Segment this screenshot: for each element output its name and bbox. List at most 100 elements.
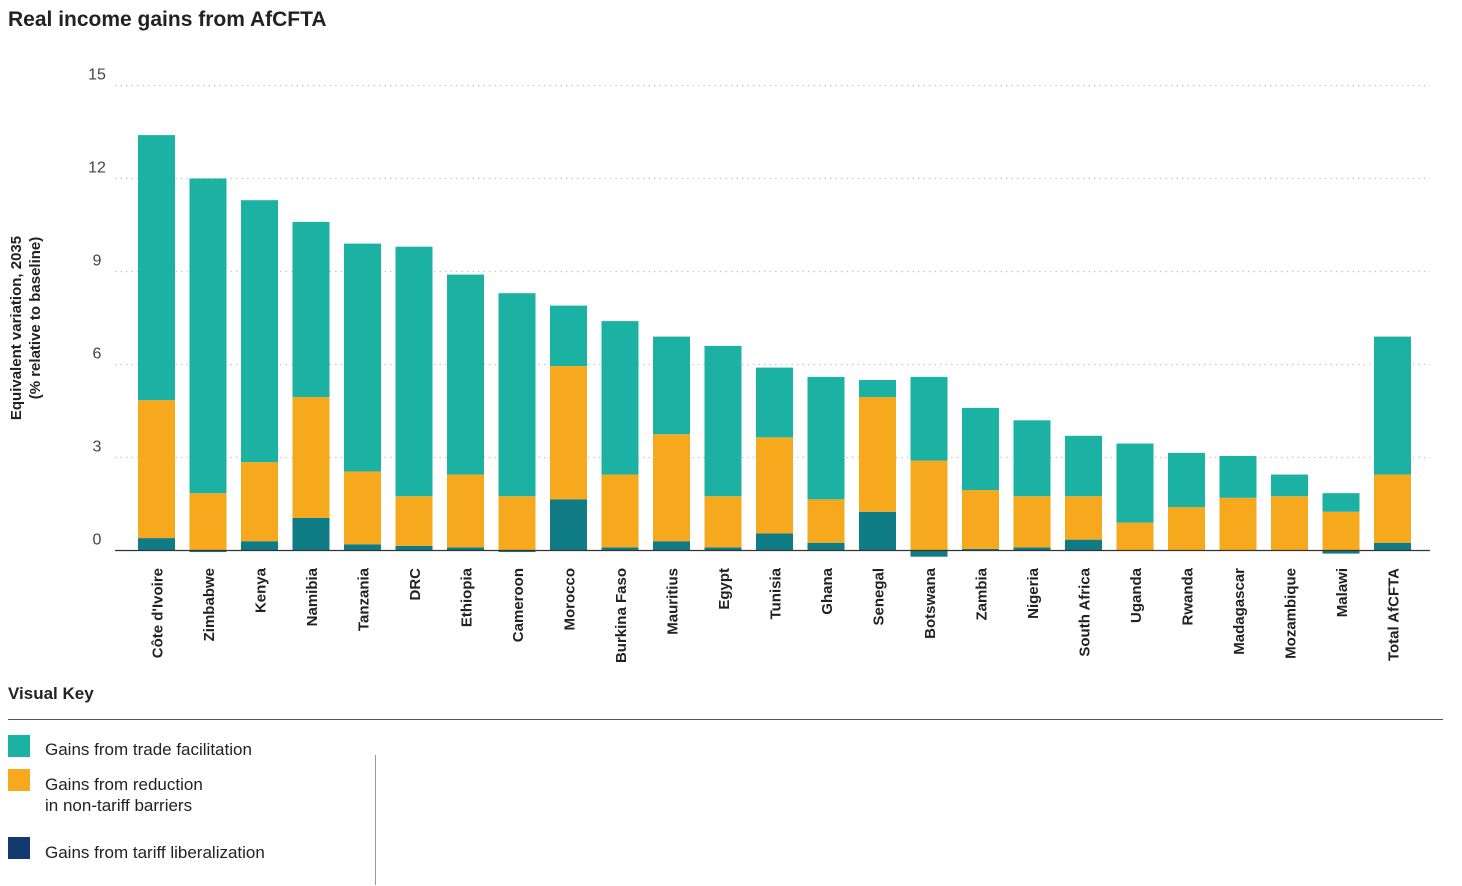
bar-segment [962,407,999,491]
bar-segment [601,321,639,475]
y-tick-label: 9 [93,253,102,270]
x-tick-label: Côte d'Ivoire [150,568,167,658]
x-tick-label: Zimbabwe [201,568,218,641]
bar-segment [189,493,227,551]
bar-segment [1374,336,1411,475]
y-tick-label: 3 [93,439,102,456]
x-tick-label: Botswana [922,567,939,639]
bar-segment [704,547,742,551]
x-tick-label: Nigeria [1025,567,1042,619]
bar-segment [550,305,587,367]
bar-segment [1013,496,1051,548]
bar-segment [1013,547,1051,551]
legend-divider-rule [8,719,1443,720]
x-tick-label: Kenya [253,567,270,613]
bar-segment [807,376,845,500]
bar-segment [138,538,175,551]
x-tick-label: Mozambique [1283,568,1300,659]
x-tick-label: Senegal [871,568,888,626]
bar-segment [1065,496,1102,540]
chart-area: 0 3 6 9 12 15 Côte d'Ivoire Zimbabwe Kenya Namib… [8,67,1430,663]
x-tick-label: Mauritius [665,568,682,635]
bar-segment [1374,474,1411,543]
bar-segment [1065,539,1102,551]
legend-swatch [8,769,30,791]
bar-segment [653,336,690,435]
x-tick-label: Tunisia [768,567,785,619]
bar-segment [910,550,948,557]
bar-segment [1322,493,1360,512]
bar-segment [447,474,484,548]
y-tick-label: 12 [88,160,106,177]
bar-segment [1271,474,1308,497]
x-tick-label: Uganda [1128,567,1145,623]
bar-segment [653,434,690,542]
x-tick-label: Cameroon [510,568,527,642]
y-tick-label: 0 [93,532,102,549]
x-tick-label: Madagascar [1231,568,1248,655]
bar-segment [1219,497,1257,551]
bar-segment [447,274,484,475]
bar-segment [292,397,330,518]
x-tick-label: Malawi [1334,568,1351,617]
bar-segment [1065,435,1102,497]
bar-segment [447,547,484,551]
bar-segment [910,460,948,551]
x-tick-label: Egypt [716,568,733,610]
bar-segment [498,293,536,497]
x-tick-label: Rwanda [1180,567,1197,625]
x-tick-label: Burkina Faso [613,568,630,663]
y-tick-label: 6 [93,346,102,363]
bar-segment [1168,507,1205,551]
bar-segment [189,550,227,553]
bar-segment [292,221,330,398]
gridlines [115,84,1430,459]
bar-segment [962,548,999,551]
bar-segment [910,376,948,461]
legend-swatch [8,837,30,859]
bar-segment [395,545,433,551]
legend-swatch [8,735,30,757]
y-tick-labels: 0 3 6 9 12 15 [88,67,106,549]
bar-segment [859,511,896,551]
x-tick-label: Ghana [819,567,836,614]
legend-label: Gains from reduction in non-tariff barri… [45,775,203,815]
bar-segment [704,345,742,497]
bar-segment [1116,443,1154,523]
x-tick-label: Total AfCFTA [1386,568,1403,661]
bar-segment [807,542,845,551]
bar-segment [1116,522,1154,551]
bar-segment [601,474,639,548]
bar-segment [1271,496,1308,551]
x-tick-label: Tanzania [356,567,373,631]
bar-segment [292,517,330,551]
y-axis-label: Equivalent variation, 2035 [8,236,25,420]
bar-segment [498,496,536,551]
bar-segment [704,496,742,548]
legend-vertical-divider [375,755,376,885]
bar-segment [859,380,896,398]
x-tick-label: Namibia [304,567,321,626]
bar-segment [1013,420,1051,497]
chart-title: Real income gains from AfCFTA [8,8,327,31]
x-tick-label: DRC [407,568,424,601]
bar-segment [344,544,381,551]
x-tick-label: Morocco [562,568,579,631]
bar-segment [756,533,793,551]
bar-segment [241,200,278,463]
bar-segment [138,400,175,539]
bar-segment [653,541,690,551]
bar-segment [859,397,896,512]
y-tick-label: 15 [88,67,106,84]
bar-segment [1374,542,1411,551]
y-axis-label-unit: (% relative to baseline) [27,237,44,400]
bar-segment [498,550,536,553]
bar-segment [550,366,587,500]
x-tick-label: Zambia [974,567,991,620]
bar-segment [189,178,227,494]
bar-segment [1322,550,1360,554]
bar-segment [1219,455,1257,498]
legend-label: Gains from tariff liberalization [45,843,265,862]
bars [138,135,1411,557]
bar-segment [756,367,793,438]
